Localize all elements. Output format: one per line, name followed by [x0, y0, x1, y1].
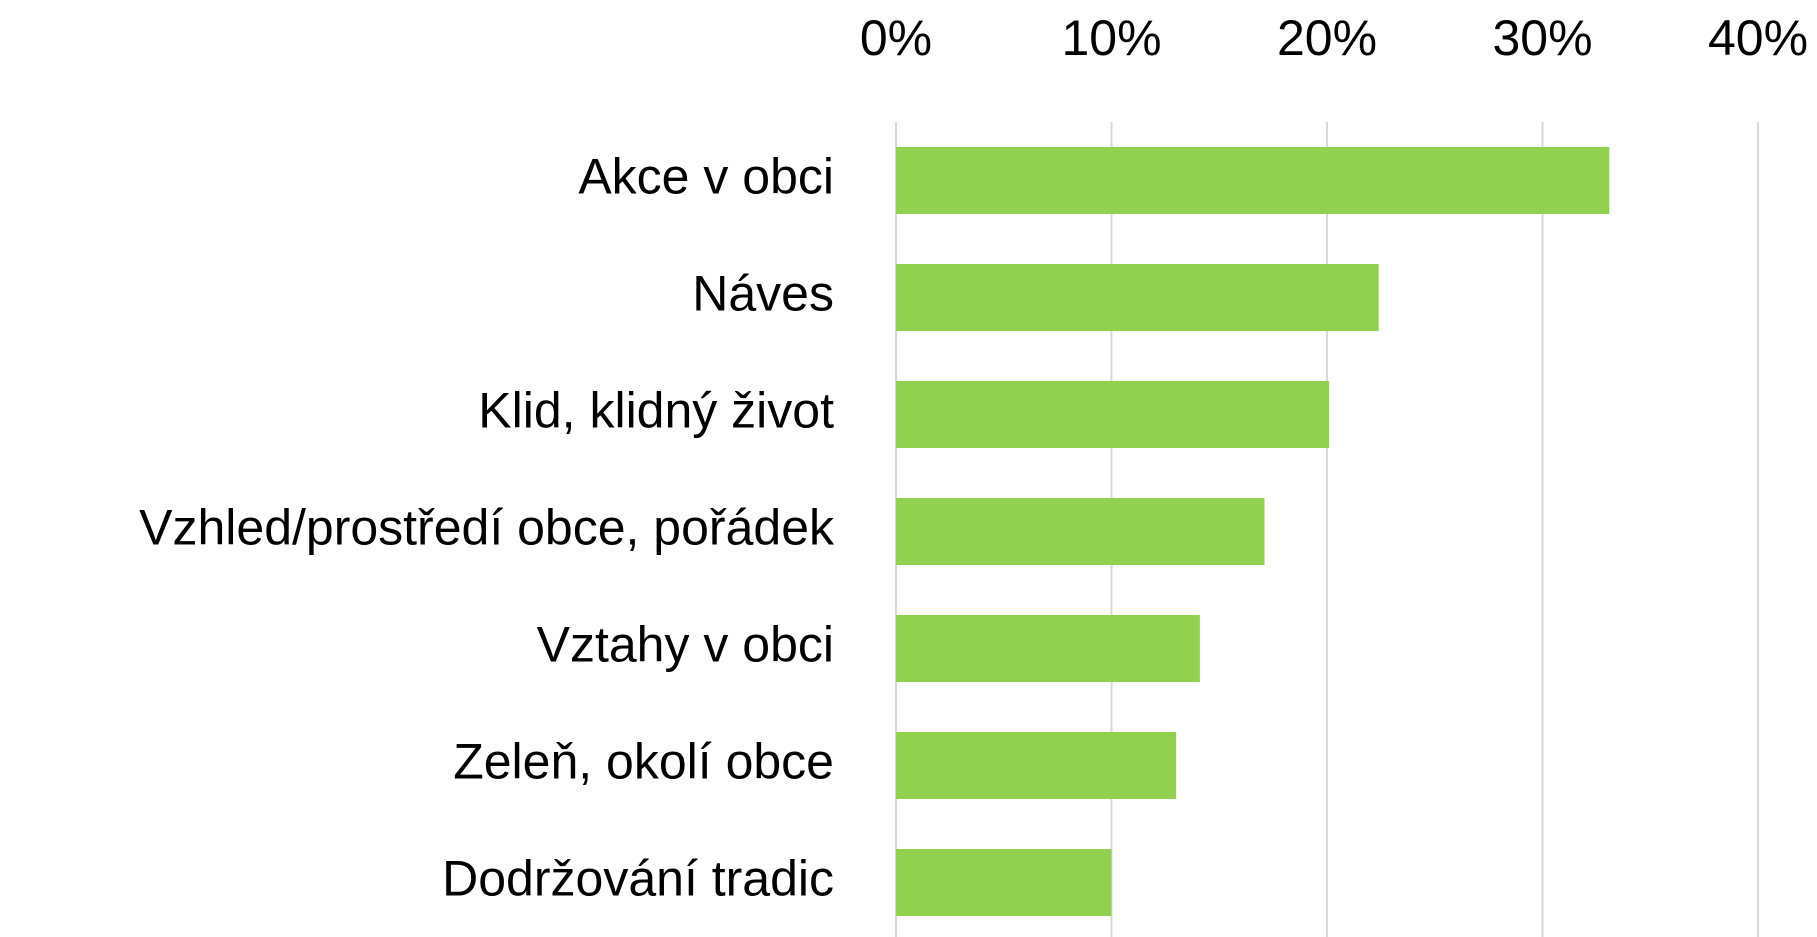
x-tick-label: 0% [860, 10, 932, 66]
y-tick-label: Akce v obci [578, 149, 834, 205]
bar [896, 732, 1177, 799]
bar [896, 849, 1112, 916]
x-tick-label: 10% [1061, 10, 1161, 66]
bar [896, 381, 1330, 448]
x-tick-label: 20% [1277, 10, 1377, 66]
x-tick-label: 40% [1708, 10, 1808, 66]
y-tick-label: Dodržování tradic [442, 851, 834, 907]
bar [896, 498, 1265, 565]
x-tick-label: 30% [1492, 10, 1592, 66]
y-tick-label: Klid, klidný život [478, 383, 834, 439]
y-tick-label: Vztahy v obci [537, 617, 834, 673]
y-tick-label: Zeleň, okolí obce [453, 734, 834, 790]
y-tick-label: Náves [692, 266, 834, 322]
bar [896, 147, 1610, 214]
bar [896, 615, 1200, 682]
y-tick-label: Vzhled/prostředí obce, pořádek [139, 500, 835, 556]
bar [896, 264, 1379, 331]
